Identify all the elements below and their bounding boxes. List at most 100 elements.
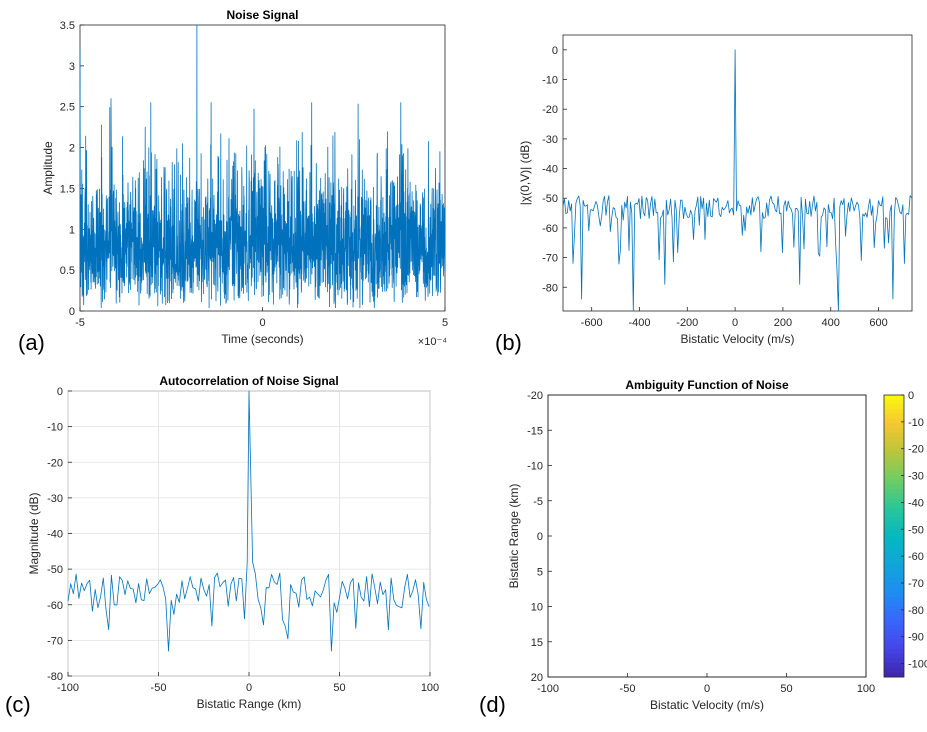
colorbar-segment <box>884 653 904 659</box>
y-tick-label: 15 <box>531 637 543 649</box>
x-exponent-label: ×10⁻⁴ <box>418 336 447 348</box>
colorbar-segment <box>884 442 904 448</box>
x-tick-label: -100 <box>57 682 79 694</box>
colorbar-segment <box>884 526 904 532</box>
y-tick-label: -30 <box>47 493 63 505</box>
colorbar-segment <box>884 432 904 438</box>
colorbar-segment <box>884 521 904 527</box>
velocity-cut-line <box>562 49 912 312</box>
y-tick-label: 2.5 <box>60 102 75 114</box>
colorbar-segment <box>884 662 904 668</box>
colorbar-segment <box>884 592 904 598</box>
colorbar-segment <box>884 568 904 574</box>
y-tick-label: 20 <box>531 672 543 684</box>
colorbar-segment <box>884 554 904 560</box>
colorbar-segment <box>884 413 904 419</box>
colorbar-tick-label: -50 <box>908 524 924 536</box>
colorbar-segment <box>884 395 904 401</box>
colorbar-segment <box>884 564 904 570</box>
y-tick-label: -40 <box>542 164 558 176</box>
colorbar-segment <box>884 456 904 462</box>
x-tick-label: 0 <box>732 317 738 329</box>
x-axis-label: Bistatic Velocity (m/s) <box>680 332 794 346</box>
y-tick-label: -60 <box>542 223 558 235</box>
colorbar-segment <box>884 427 904 433</box>
y-tick-label: 3.5 <box>60 20 75 32</box>
noise-signal-line <box>79 24 446 309</box>
colorbar-segment <box>884 484 904 490</box>
x-tick-label: 200 <box>774 317 792 329</box>
x-tick-label: -200 <box>676 317 698 329</box>
colorbar-segment <box>884 606 904 612</box>
x-tick-label: -50 <box>151 682 167 694</box>
colorbar-segment <box>884 648 904 654</box>
colorbar-segment <box>884 672 904 678</box>
colorbar-segment <box>884 536 904 542</box>
y-tick-label: -30 <box>542 134 558 146</box>
x-tick-label: 100 <box>857 683 875 695</box>
x-tick-label: -600 <box>581 317 603 329</box>
colorbar-segment <box>884 625 904 631</box>
colorbar-segment <box>884 611 904 617</box>
colorbar-tick-label: -40 <box>908 497 924 509</box>
chart-title: Ambiguity Function of Noise <box>625 378 789 392</box>
colorbar-segment <box>884 550 904 556</box>
colorbar-segment <box>884 460 904 466</box>
x-axis-label: Bistatic Range (km) <box>197 697 302 711</box>
y-tick-label: -40 <box>47 529 63 541</box>
colorbar-segment <box>884 418 904 424</box>
colorbar-segment <box>884 437 904 443</box>
y-tick-label: -20 <box>527 390 543 402</box>
x-tick-label: 5 <box>442 317 448 329</box>
x-axis-label: Time (seconds) <box>221 332 303 346</box>
panel-d-ambiguity-function: -100 -50 0 50 100-20-15-10-505101520Ambiguit… <box>479 378 927 717</box>
colorbar-segment <box>884 493 904 499</box>
x-tick-label: -50 <box>620 683 636 695</box>
x-tick-label: 400 <box>822 317 840 329</box>
y-tick-label: -50 <box>47 564 63 576</box>
colorbar-tick-label: -30 <box>908 471 924 483</box>
colorbar-segment <box>884 399 904 405</box>
panel-label: (a) <box>18 330 45 355</box>
colorbar-segment <box>884 470 904 476</box>
colorbar-segment <box>884 587 904 593</box>
y-tick-label: 5 <box>537 566 543 578</box>
plot-area <box>547 394 867 678</box>
colorbar-segment <box>884 545 904 551</box>
colorbar-segment <box>884 658 904 664</box>
colorbar-tick-label: -100 <box>908 659 927 671</box>
panel-label: (b) <box>495 330 522 355</box>
y-tick-label: -10 <box>47 422 63 434</box>
y-tick-label: -80 <box>47 671 63 683</box>
colorbar-segment <box>884 583 904 589</box>
colorbar-segment <box>884 644 904 650</box>
x-tick-label: 0 <box>259 317 265 329</box>
autocorrelation-line <box>67 390 430 652</box>
y-tick-label: -50 <box>542 193 558 205</box>
colorbar-segment <box>884 479 904 485</box>
colorbar-segment <box>884 559 904 565</box>
y-tick-label: -70 <box>47 635 63 647</box>
colorbar-tick-label: -10 <box>908 417 924 429</box>
colorbar-segment <box>884 615 904 621</box>
colorbar: 0 -10 -20 -30 -40 -50 -60 -70 -80 -90 -100 <box>883 390 927 678</box>
colorbar-segment <box>884 409 904 415</box>
colorbar-segment <box>884 503 904 509</box>
panel-b-velocity-cut: -600 -400 -200 0 200 400 600 0 -10 -20 -30 -40 -50 -6… <box>495 34 913 355</box>
colorbar-tick-label: -60 <box>908 551 924 563</box>
colorbar-segment <box>884 639 904 645</box>
plot-area <box>562 34 913 312</box>
y-axis-label: Amplitude <box>41 141 55 195</box>
colorbar-segment <box>884 601 904 607</box>
heatmap-frame <box>547 394 867 678</box>
y-tick-label: -20 <box>542 104 558 116</box>
x-axis-label: Bistatic Velocity (m/s) <box>650 698 764 712</box>
colorbar-segment <box>884 620 904 626</box>
colorbar-tick-label: -20 <box>908 444 924 456</box>
colorbar-frame <box>883 394 905 678</box>
y-axis-label: Magnitude (dB) <box>27 492 41 574</box>
y-tick-label: -10 <box>527 461 543 473</box>
x-tick-label: 100 <box>421 682 439 694</box>
y-tick-label: -70 <box>542 253 558 265</box>
